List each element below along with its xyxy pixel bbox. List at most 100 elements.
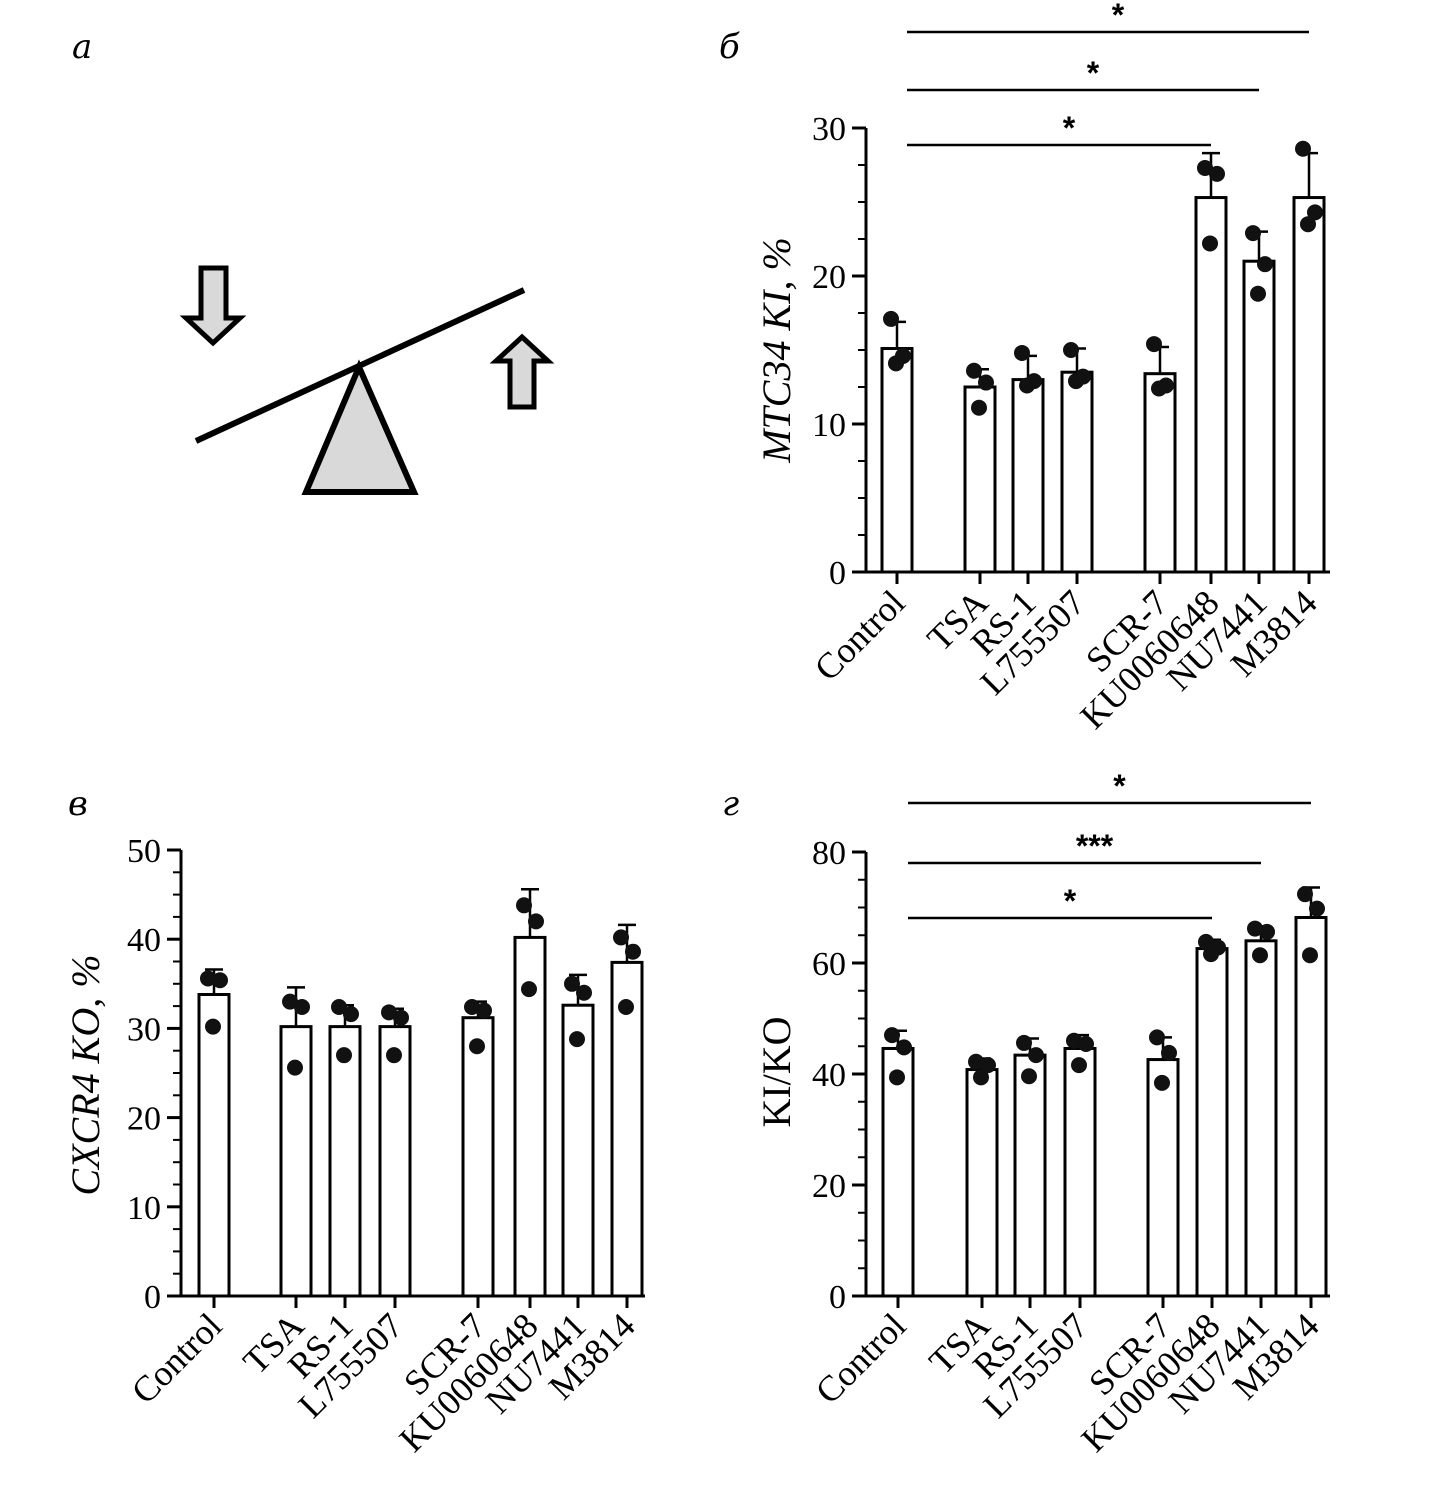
panel-letter-a: а: [72, 27, 92, 67]
significance-label: *: [1112, 0, 1125, 33]
significance-label: ***: [1076, 828, 1114, 864]
data-point: [896, 1039, 912, 1056]
y-tick-label: 50: [127, 833, 161, 870]
data-point: [1146, 336, 1162, 353]
data-point: [212, 972, 228, 989]
data-point: [294, 998, 310, 1015]
bar: [1242, 259, 1276, 574]
y-tick-label: 20: [812, 1168, 846, 1205]
data-point: [381, 1004, 397, 1021]
data-point: [968, 1053, 984, 1070]
data-point: [516, 897, 532, 914]
bar: [197, 993, 231, 1298]
data-point: [1019, 377, 1035, 394]
y-tick-label: 10: [127, 1190, 161, 1227]
bar: [1013, 1053, 1047, 1298]
y-tick-label: 40: [127, 922, 161, 959]
data-point: [1259, 923, 1275, 940]
significance-label: *: [1113, 768, 1126, 804]
y-tick-label: 80: [812, 835, 846, 872]
data-point: [1014, 344, 1030, 361]
data-point: [1161, 1044, 1177, 1061]
bar: [881, 1046, 915, 1298]
bar: [1146, 1058, 1180, 1298]
data-point: [1300, 216, 1316, 233]
data-point: [1063, 342, 1079, 358]
data-point: [336, 1047, 352, 1064]
data-point: [521, 981, 537, 998]
data-point: [618, 998, 634, 1015]
data-point: [469, 1038, 485, 1055]
data-point: [1028, 1047, 1044, 1064]
data-point: [1198, 933, 1214, 950]
data-point: [973, 1069, 989, 1086]
data-point: [1066, 1032, 1082, 1049]
y-axis-label: MTC34 KI, %: [754, 237, 799, 464]
data-point: [1302, 947, 1318, 964]
y-tick-label: 0: [829, 1279, 846, 1316]
data-point: [1257, 256, 1273, 273]
data-point: [282, 993, 298, 1010]
data-point: [393, 1009, 409, 1026]
significance-label: *: [1087, 55, 1100, 91]
data-point: [1149, 1029, 1165, 1046]
data-point: [883, 310, 899, 327]
data-point: [980, 1057, 996, 1074]
data-point: [1209, 165, 1225, 182]
seesaw-beam: [194, 287, 526, 444]
data-point: [966, 362, 982, 379]
data-point: [1021, 1068, 1037, 1085]
y-tick-label: 0: [829, 555, 846, 592]
significance-label: *: [1064, 883, 1077, 919]
data-point: [888, 355, 904, 372]
data-point: [1197, 159, 1213, 176]
bar: [1143, 372, 1177, 574]
y-tick-label: 60: [812, 946, 846, 983]
data-point: [613, 929, 629, 946]
data-point: [884, 1027, 900, 1044]
x-category-label: Control: [124, 1305, 230, 1411]
data-point: [1203, 946, 1219, 963]
data-point: [287, 1059, 303, 1076]
data-point: [625, 943, 641, 960]
data-point: [564, 975, 580, 992]
bar: [1244, 939, 1278, 1298]
y-tick-label: 30: [812, 111, 846, 148]
fulcrum-triangle: [301, 359, 419, 495]
arrow-down-icon: [179, 265, 247, 347]
bar: [1294, 915, 1328, 1298]
y-tick-label: 30: [127, 1011, 161, 1048]
panel-letter-d: г: [722, 784, 739, 824]
bar: [378, 1025, 412, 1298]
bar: [1292, 196, 1326, 574]
data-point: [1297, 886, 1313, 903]
data-point: [1154, 1074, 1170, 1091]
data-point: [343, 1006, 359, 1023]
data-point: [331, 998, 347, 1015]
arrow-up-icon: [489, 333, 555, 410]
data-point: [971, 399, 987, 416]
data-point: [1247, 920, 1263, 937]
bar: [461, 1016, 495, 1298]
data-point: [1016, 1034, 1032, 1051]
bar: [561, 1003, 595, 1298]
x-category-label: Control: [808, 1305, 914, 1411]
bar: [880, 347, 914, 574]
bar: [1063, 1046, 1097, 1298]
data-point: [205, 1018, 221, 1035]
data-point: [1151, 380, 1167, 397]
bar: [1060, 370, 1094, 574]
bar: [1195, 947, 1229, 1298]
data-point: [1202, 235, 1218, 252]
data-point: [1307, 204, 1323, 221]
data-point: [1245, 225, 1261, 242]
data-point: [528, 913, 544, 930]
data-point: [889, 1069, 905, 1086]
data-point: [1252, 947, 1268, 964]
y-tick-label: 40: [812, 1057, 846, 1094]
data-point: [569, 1031, 585, 1048]
panel-letter-b: б: [719, 27, 740, 67]
